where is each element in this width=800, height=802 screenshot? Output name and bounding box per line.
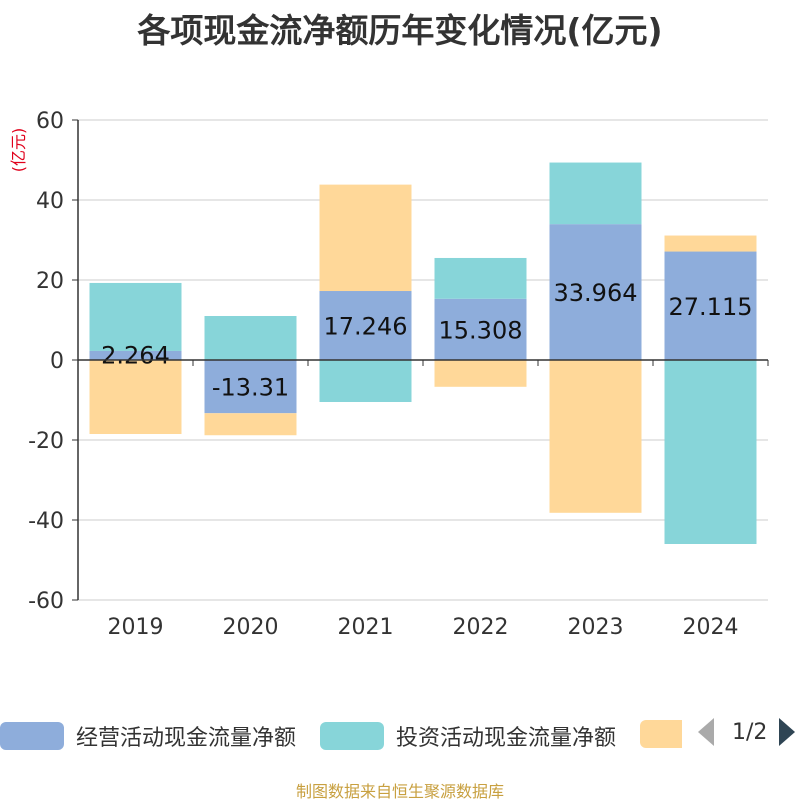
legend-next-arrow-icon[interactable] bbox=[779, 718, 796, 746]
bar-value-label: 2.264 bbox=[101, 341, 170, 369]
x-tick-label: 2023 bbox=[568, 615, 624, 640]
bar-series0-2024 bbox=[664, 251, 757, 360]
legend-label-investing: 投资活动现金流量净额 bbox=[396, 726, 617, 751]
bar-value-label: 17.246 bbox=[324, 313, 408, 341]
y-tick-label: 40 bbox=[36, 189, 64, 214]
bar-series0-2023 bbox=[549, 224, 642, 360]
y-tick-label: 20 bbox=[36, 269, 64, 294]
x-tick-label: 2019 bbox=[108, 615, 164, 640]
bar-value-label: 15.308 bbox=[439, 316, 523, 344]
bar-series1-2022 bbox=[434, 257, 527, 299]
bar-series1-2023 bbox=[549, 162, 642, 225]
bar-series2-2024 bbox=[664, 235, 757, 252]
y-tick-label: -20 bbox=[28, 429, 64, 454]
legend-prev-arrow-icon[interactable] bbox=[698, 718, 714, 746]
legend-item-operating[interactable]: 经营活动现金流量净额 bbox=[0, 720, 296, 752]
x-tick-label: 2020 bbox=[223, 615, 279, 640]
bar-series0-2020 bbox=[204, 360, 297, 414]
bar-series0-2019 bbox=[89, 350, 182, 360]
bar-value-label: 33.964 bbox=[554, 279, 638, 307]
bar-series2-2019 bbox=[89, 360, 182, 434]
bar-series1-2021 bbox=[319, 360, 412, 402]
bar-series2-2022 bbox=[434, 360, 527, 387]
x-tick-label: 2024 bbox=[683, 615, 739, 640]
chart-title: 各项现金流净额历年变化情况(亿元) bbox=[137, 11, 663, 50]
bar-value-label: 27.115 bbox=[669, 293, 753, 321]
y-tick-label: 0 bbox=[50, 349, 64, 374]
legend-item-financing[interactable] bbox=[640, 720, 694, 748]
legend-swatch-investing bbox=[320, 722, 384, 750]
legend-swatch-financing bbox=[640, 720, 682, 748]
bar-series0-2022 bbox=[434, 298, 527, 360]
bar-chart: 60 40 20 0 -20 -40 -60 2.264 -13.31 17.246 15.308 3… bbox=[28, 109, 769, 640]
bar-value-label: -13.31 bbox=[212, 374, 289, 402]
legend-label-operating: 经营活动现金流量净额 bbox=[76, 726, 297, 751]
legend-page-indicator: 1/2 bbox=[732, 719, 768, 745]
y-tick-label: -40 bbox=[28, 509, 64, 534]
y-tick-label: -60 bbox=[28, 589, 64, 614]
x-tick-label: 2022 bbox=[453, 615, 509, 640]
x-tick-label: 2021 bbox=[338, 615, 394, 640]
bar-series1-2020 bbox=[204, 316, 297, 360]
bar-series0-2021 bbox=[319, 291, 412, 360]
y-tick-label: 60 bbox=[36, 109, 64, 134]
bar-series2-2023 bbox=[549, 360, 642, 513]
bar-series1-2024 bbox=[664, 360, 757, 544]
legend-pager: 1/2 bbox=[698, 718, 796, 746]
bar-series2-2021 bbox=[319, 184, 412, 292]
legend: 经营活动现金流量净额 投资活动现金流量净额 1/2 bbox=[0, 712, 800, 756]
data-source-note: 制图数据来自恒生聚源数据库 bbox=[295, 782, 504, 801]
bar-series2-2020 bbox=[204, 413, 297, 436]
legend-swatch-operating bbox=[0, 722, 64, 750]
legend-item-investing[interactable]: 投资活动现金流量净额 bbox=[320, 720, 616, 752]
bar-series1-2019 bbox=[89, 282, 182, 351]
